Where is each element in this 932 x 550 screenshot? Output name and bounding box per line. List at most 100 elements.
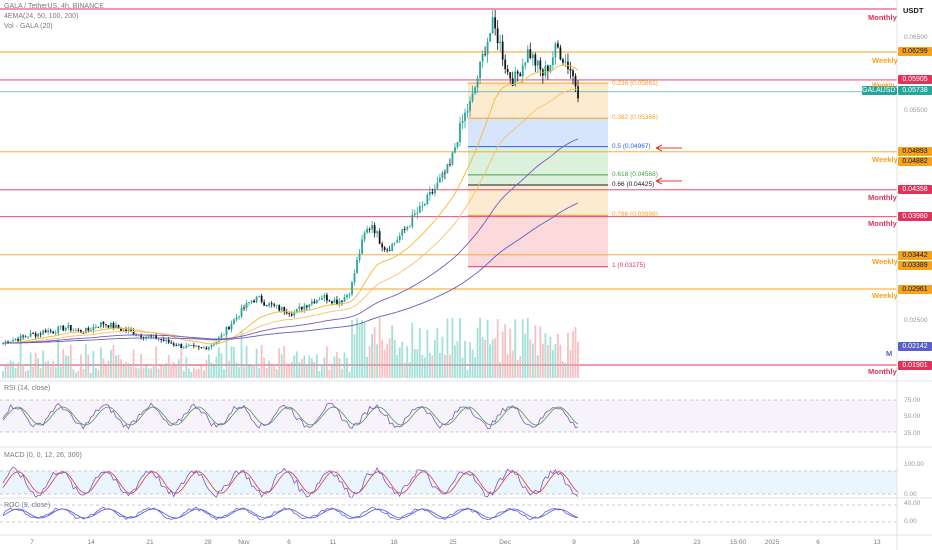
candle-body <box>213 344 215 346</box>
candle-body <box>444 172 446 174</box>
candle-body <box>180 344 183 349</box>
candle-body <box>283 307 286 313</box>
volume-bar <box>155 346 158 378</box>
volume-bar <box>67 355 70 378</box>
volume-legend[interactable]: Vol · GALA (20) <box>4 23 53 30</box>
candle-body <box>92 326 95 331</box>
x-tick: 6 <box>816 539 820 546</box>
volume-bar <box>32 366 35 378</box>
volume-bar <box>426 329 429 378</box>
candle-body <box>95 326 97 328</box>
candle-body <box>388 250 391 252</box>
volume-bar <box>554 344 557 378</box>
candle-body <box>275 305 278 307</box>
candle-body <box>534 54 537 66</box>
candle-body <box>516 71 519 74</box>
x-tick: 9 <box>572 539 576 546</box>
candle-body <box>396 240 399 243</box>
volume-bar <box>308 355 311 378</box>
volume-bar <box>361 320 363 378</box>
support-resistance-lines <box>0 8 897 366</box>
volume-bar <box>331 363 333 378</box>
y-tick: 0.06500 <box>904 34 928 41</box>
candle-body <box>200 347 203 348</box>
candle-body <box>250 300 253 303</box>
volume-bar <box>22 364 24 378</box>
volume-bar <box>102 358 105 378</box>
last-price-tag: 0.05738 <box>898 86 932 95</box>
volume-bar <box>29 352 32 378</box>
fib-zone <box>468 83 608 119</box>
candle-body <box>243 307 245 309</box>
roc-legend[interactable]: ROC (9, close) <box>4 502 51 509</box>
x-tick: 16 <box>632 539 640 546</box>
symbol-legend[interactable]: GALA / TetherUS, 4h, BINANCE <box>4 3 104 10</box>
rsi-tick: 25.00 <box>904 430 921 437</box>
volume-bar <box>336 351 338 378</box>
volume-bar <box>514 319 517 378</box>
volume-bar <box>77 370 80 378</box>
candle-body <box>418 206 421 213</box>
arrow-head <box>655 144 663 152</box>
candle-body <box>110 323 112 328</box>
volume-bar <box>240 330 243 378</box>
volume-bar <box>288 365 291 378</box>
candle-body <box>14 339 17 340</box>
volume-bar <box>24 371 27 378</box>
volume-bar <box>423 357 426 378</box>
volume-bar <box>539 326 542 378</box>
volume-bar <box>444 354 446 378</box>
fib-zone <box>468 118 608 147</box>
volume-bar <box>569 349 572 378</box>
volume-bar <box>511 350 514 378</box>
candle-body <box>421 205 424 207</box>
price-tag: 0.04358 <box>898 185 932 194</box>
volume-bar <box>170 364 173 378</box>
volume-bar <box>140 354 143 378</box>
candle-body <box>574 75 577 87</box>
price-tag: 0.06299 <box>898 47 932 56</box>
volume-bar <box>223 369 225 378</box>
volume-bar <box>117 355 120 378</box>
fib-zone <box>468 174 608 186</box>
volume-bar <box>449 354 451 378</box>
candle-body <box>531 54 534 59</box>
candle-body <box>313 301 316 304</box>
candle-body <box>298 306 301 309</box>
level-label: Monthly <box>868 193 897 202</box>
volume-bar <box>243 366 245 378</box>
roc-signal <box>2 508 579 519</box>
volume-bar <box>47 360 50 378</box>
volume-bar <box>44 361 47 378</box>
volume-bar <box>551 349 554 378</box>
x-tick: 15:00 <box>729 539 747 546</box>
ema-line <box>2 64 579 345</box>
rsi-legend[interactable]: RSI (14, close) <box>4 385 51 392</box>
candle-body <box>29 333 32 337</box>
ema-legend[interactable]: 4EMA(24, 50, 100, 200) <box>4 13 79 20</box>
volume-bar <box>175 366 178 378</box>
candle-body <box>521 65 524 77</box>
volume-bar <box>378 318 381 378</box>
volume-bar <box>303 355 306 378</box>
candle-body <box>320 297 323 300</box>
candle-body <box>366 229 368 233</box>
volume-bar <box>152 364 155 378</box>
stoch-legend[interactable]: MACD (0, 0, 12, 26, 300) <box>4 452 82 459</box>
volume-bar <box>486 319 489 378</box>
roc-pane <box>0 504 897 523</box>
candle-body <box>476 78 479 88</box>
candle-body <box>49 330 52 332</box>
volume-bar <box>167 355 170 378</box>
volume-bar <box>245 345 248 378</box>
candle-body <box>496 28 499 44</box>
volume-bar <box>182 371 185 378</box>
candle-body <box>393 242 396 244</box>
candle-body <box>270 303 273 305</box>
volume-bar <box>210 362 213 378</box>
stoch-line <box>2 466 579 499</box>
candle-body <box>486 41 489 55</box>
volume-bar <box>105 365 107 378</box>
candle-body <box>19 335 22 341</box>
